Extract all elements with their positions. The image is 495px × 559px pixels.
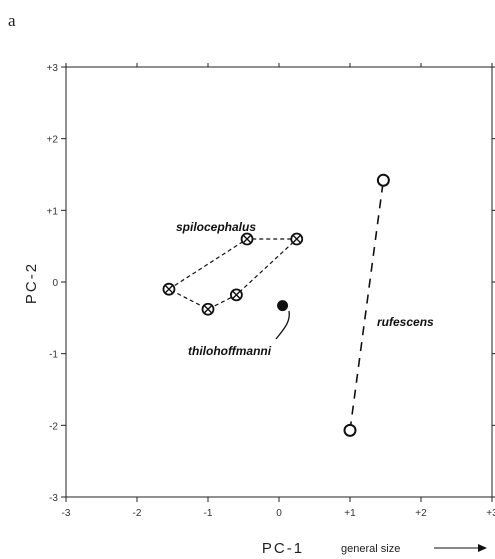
leader-line-thilohoffmanni (275, 310, 290, 340)
y-tick-label: -2 (49, 421, 58, 432)
panel-label: a (8, 11, 16, 30)
general-size-note: general size (341, 543, 487, 555)
y-tick-label: +3 (47, 63, 59, 74)
x-axis-title: PC-1 (262, 540, 304, 557)
x-tick-label: -3 (62, 508, 71, 519)
general-size-arrow-head (478, 544, 487, 552)
x-tick-label: -1 (204, 508, 213, 519)
point-spilocephalus (201, 302, 215, 316)
point-cross (165, 285, 173, 294)
y-tick-label: -3 (49, 493, 58, 504)
x-tick-label: +1 (344, 508, 356, 519)
y-tick-label: 0 (52, 278, 58, 289)
x-tick-label: -2 (133, 508, 142, 519)
point-spilocephalus (240, 232, 254, 246)
label-rufescens: rufescens (377, 315, 434, 329)
y-axis-title: PC-2 (23, 262, 40, 304)
point-cross (243, 235, 251, 243)
y-tick-label: -1 (49, 350, 58, 361)
point-rufescens (376, 173, 390, 187)
y-tick-label: +1 (47, 206, 59, 217)
point-cross (292, 235, 301, 243)
plot-frame (65, 66, 493, 498)
point-cross (204, 305, 212, 314)
point-cross (232, 291, 241, 299)
label-spilocephalus: spilocephalus (176, 220, 256, 234)
outline-spilocephalus (168, 238, 299, 310)
x-tick-label: 0 (276, 508, 282, 519)
point-spilocephalus (290, 232, 304, 246)
group-outlines (168, 180, 385, 431)
point-thilohoffmanni (277, 300, 289, 312)
x-tick-label: +2 (415, 508, 427, 519)
plot-border (65, 66, 493, 498)
x-tick-label: +3 (486, 508, 495, 519)
label-thilohoffmanni: thilohoffmanni (188, 344, 272, 358)
point-spilocephalus (229, 288, 243, 302)
data-points (162, 173, 390, 437)
axis-ticks: -3 -2 -1 0 +1 +2 +3 +3 +2 +1 0 -1 -2 -3 (47, 63, 495, 519)
point-spilocephalus (162, 282, 176, 296)
general-size-label: general size (341, 543, 400, 555)
point-rufescens (343, 423, 357, 437)
outline-rufescens (349, 180, 385, 431)
y-tick-label: +2 (47, 135, 59, 146)
